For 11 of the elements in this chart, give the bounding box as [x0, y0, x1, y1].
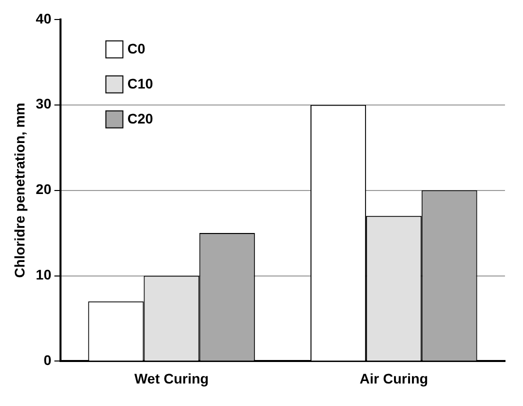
legend-label: C10 [127, 75, 154, 92]
legend-label: C20 [127, 110, 154, 126]
x-tick-label: Air Curing [360, 370, 428, 386]
y-tick-label: 20 [36, 181, 52, 198]
y-tick-label: 0 [44, 352, 52, 368]
x-tick-label: Wet Curing [134, 370, 209, 386]
y-tick-label: 40 [36, 10, 52, 26]
y-tick-label: 10 [36, 266, 52, 283]
y-tick-label: 30 [36, 96, 52, 112]
y-axis-title: Chloridre penetration, mm [11, 102, 28, 278]
legend-label: C0 [127, 40, 146, 56]
